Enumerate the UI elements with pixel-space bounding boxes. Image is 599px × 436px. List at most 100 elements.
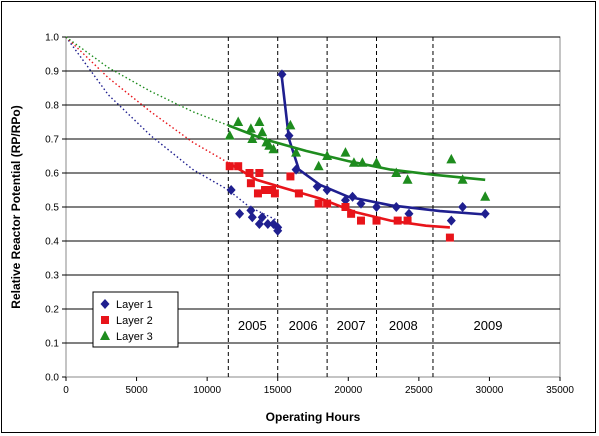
point-series-1-21 bbox=[446, 215, 456, 226]
year-labels: 2005 2006 2007 2008 2009 bbox=[238, 318, 503, 333]
point-series-3-0 bbox=[224, 130, 235, 140]
point-series-3-3 bbox=[247, 133, 258, 143]
point-series-2-3 bbox=[246, 179, 255, 188]
year-label-2005: 2005 bbox=[238, 318, 267, 333]
point-series-1-2 bbox=[246, 205, 256, 216]
point-series-2-5 bbox=[253, 189, 262, 198]
fit-late-series-2 bbox=[227, 161, 450, 229]
point-series-2-13 bbox=[341, 203, 350, 211]
point-series-2-14 bbox=[347, 209, 356, 218]
data-points bbox=[224, 69, 491, 242]
point-series-2-15 bbox=[356, 216, 365, 225]
point-series-3-11 bbox=[313, 160, 324, 171]
point-series-2-8 bbox=[270, 189, 279, 198]
x-tick-label-5: 25000 bbox=[405, 385, 433, 396]
point-series-1-1 bbox=[235, 208, 245, 219]
year-label-2007: 2007 bbox=[337, 318, 366, 333]
point-series-3-8 bbox=[268, 143, 279, 154]
point-series-3-13 bbox=[340, 147, 351, 157]
x-tick-label-1: 5000 bbox=[125, 385, 148, 396]
point-series-1-6 bbox=[263, 219, 273, 229]
legend-label-3: Layer 3 bbox=[116, 331, 153, 343]
point-series-3-14 bbox=[348, 157, 359, 167]
point-series-3-10 bbox=[291, 147, 302, 157]
point-series-1-23 bbox=[480, 208, 490, 219]
point-series-2-11 bbox=[314, 199, 323, 208]
y-tick-label-10: 1.0 bbox=[45, 33, 59, 44]
y-tick-label-7: 0.7 bbox=[45, 135, 59, 146]
legend-label-1: Layer 1 bbox=[116, 299, 153, 311]
point-series-1-16 bbox=[348, 191, 358, 202]
legend-marker-1 bbox=[100, 299, 110, 309]
axis-ticks: 0.0 0.1 0.2 0.3 0.4 0.5 0.6 0.7 0.8 0.9 1.0 0 5000 10… bbox=[45, 33, 574, 397]
y-tick-label-0: 0.0 bbox=[45, 373, 59, 384]
point-series-1-19 bbox=[391, 202, 401, 212]
legend-marker-3 bbox=[100, 330, 110, 340]
y-tick-label-3: 0.3 bbox=[45, 271, 59, 282]
point-series-3-19 bbox=[446, 153, 457, 164]
point-series-3-21 bbox=[480, 191, 491, 201]
point-series-3-5 bbox=[257, 126, 268, 137]
point-series-1-0 bbox=[226, 185, 236, 195]
legend: Layer 1 Layer 2 Layer 3 bbox=[92, 291, 179, 348]
point-series-2-18 bbox=[403, 216, 412, 225]
year-label-2008: 2008 bbox=[389, 318, 418, 333]
point-series-3-18 bbox=[402, 174, 413, 184]
point-series-1-14 bbox=[322, 185, 332, 195]
point-series-3-17 bbox=[391, 167, 402, 177]
point-series-1-11 bbox=[284, 130, 294, 141]
y-tick-label-8: 0.8 bbox=[45, 101, 59, 112]
point-series-1-17 bbox=[356, 198, 366, 209]
fit-late-series-3 bbox=[227, 124, 486, 182]
point-series-2-17 bbox=[393, 216, 402, 225]
x-tick-label-3: 15000 bbox=[264, 385, 292, 396]
x-tick-label-6: 30000 bbox=[476, 385, 504, 396]
y-tick-label-6: 0.6 bbox=[45, 169, 59, 180]
point-series-3-4 bbox=[254, 116, 265, 126]
fit-early-series-2 bbox=[65, 36, 229, 164]
x-tick-label-7: 35000 bbox=[546, 385, 574, 396]
point-series-1-22 bbox=[458, 202, 468, 212]
point-series-1-18 bbox=[372, 202, 382, 212]
point-series-3-12 bbox=[322, 150, 333, 160]
point-series-2-10 bbox=[294, 189, 303, 198]
point-series-2-19 bbox=[445, 233, 454, 242]
y-tick-label-5: 0.5 bbox=[45, 203, 59, 214]
x-tick-label-0: 0 bbox=[63, 385, 69, 396]
y-tick-label-4: 0.4 bbox=[45, 237, 59, 248]
point-series-3-2 bbox=[245, 123, 256, 133]
y-axis-title: Relative Reactor Potential (RP/RPo) bbox=[9, 105, 23, 308]
fit-early-series-3 bbox=[65, 36, 229, 127]
point-series-1-15 bbox=[340, 195, 350, 206]
point-series-3-16 bbox=[371, 157, 382, 167]
point-series-2-16 bbox=[372, 216, 381, 225]
point-series-3-9 bbox=[285, 119, 296, 130]
x-tick-label-4: 20000 bbox=[334, 385, 362, 396]
y-tick-label-9: 0.9 bbox=[45, 67, 59, 78]
fit-late-series-1 bbox=[280, 77, 486, 216]
point-series-2-6 bbox=[261, 186, 270, 194]
legend-label-2: Layer 2 bbox=[116, 315, 153, 327]
point-series-2-1 bbox=[234, 162, 243, 171]
gridlines bbox=[66, 36, 560, 344]
x-axis-title: Operating Hours bbox=[266, 410, 361, 424]
year-label-2009: 2009 bbox=[474, 318, 503, 333]
point-series-1-12 bbox=[291, 164, 301, 175]
point-series-1-3 bbox=[247, 212, 257, 223]
y-tick-label-1: 0.1 bbox=[45, 339, 59, 350]
point-series-1-9 bbox=[273, 225, 283, 236]
point-series-2-0 bbox=[225, 162, 234, 171]
point-series-1-10 bbox=[277, 69, 287, 80]
point-series-1-5 bbox=[257, 212, 267, 223]
point-series-3-1 bbox=[233, 116, 244, 126]
point-series-2-4 bbox=[255, 169, 264, 177]
point-series-2-2 bbox=[245, 169, 254, 177]
point-series-1-20 bbox=[404, 208, 414, 219]
legend-marker-2 bbox=[101, 316, 109, 324]
y-tick-label-2: 0.2 bbox=[45, 305, 59, 316]
point-series-3-20 bbox=[457, 174, 468, 184]
point-series-1-13 bbox=[312, 181, 322, 192]
point-series-2-9 bbox=[286, 172, 295, 181]
point-series-2-12 bbox=[323, 199, 332, 208]
